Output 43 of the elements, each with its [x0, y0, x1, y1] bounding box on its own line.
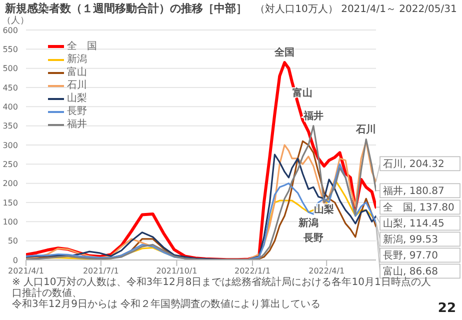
y-tick-label: 200 — [2, 179, 18, 188]
annotation: 長野 — [302, 232, 324, 244]
x-tick-label: 2021/7/1 — [82, 266, 119, 276]
annotation: 新潟, 99.53 — [383, 234, 438, 246]
text: 22 — [438, 301, 456, 316]
y-tick-label: 350 — [2, 122, 18, 131]
y-tick-label: 500 — [2, 64, 18, 74]
y-tick-label: 250 — [2, 160, 18, 170]
annotation: 全 国, 137.80 — [383, 202, 454, 214]
y-tick-label: 400 — [2, 102, 18, 112]
y-tick-label: 0 — [12, 256, 18, 265]
legend-label: 新潟 — [67, 53, 87, 66]
annotation: 石川, 204.32 — [383, 158, 444, 170]
x-tick-label: 2021/4/1 — [8, 266, 44, 276]
x-tick-label: 2021/10/1 — [156, 266, 198, 276]
y-axis-title: （人） — [2, 14, 29, 27]
legend-label: 山梨 — [67, 92, 87, 105]
annotation: 石川 — [355, 123, 376, 136]
annotation: 富山, 86.68 — [383, 266, 438, 278]
legend-label: 福井 — [67, 118, 87, 131]
legend-label: 石川 — [67, 79, 87, 92]
chart-title: 新規感染者数（１週間移動合計）の推移［中部］ — [5, 1, 248, 16]
annotation: 福井, 180.87 — [383, 185, 444, 198]
y-tick-label: 100 — [2, 218, 18, 227]
y-tick-label: 550 — [2, 45, 18, 54]
legend-label: 長野 — [67, 105, 87, 118]
x-tick-label: 2022/4/1 — [308, 266, 345, 276]
x-tick-label: 2022/1/1 — [234, 266, 270, 276]
y-tick-label: 300 — [2, 140, 18, 150]
text: ※ 人口10万対の人数は、令和3年12月8日までは総務省統計局における各年10月1日時点の人口推計の数値、 — [12, 277, 432, 299]
y-tick-label: 50 — [8, 236, 18, 246]
annotation: 山梨, 114.45 — [383, 218, 444, 230]
chart-subtitle: （対人口10万人） 2021/4/1～ 2022/05/31 — [255, 2, 457, 16]
legend-label: 富山 — [67, 66, 87, 79]
legend-label: 全 国 — [67, 40, 97, 53]
annotation: 全国 — [274, 46, 295, 59]
y-tick-label: 450 — [2, 83, 18, 92]
text: 令和3年12月9日からは 令和２年国勢調査の数値により算出している — [12, 299, 322, 310]
annotation: 新潟 — [297, 217, 318, 230]
annotation: 長野, 97.70 — [383, 250, 438, 262]
y-tick-label: 150 — [2, 198, 18, 208]
annotation: 福井 — [302, 110, 324, 122]
y-tick-label: 600 — [2, 26, 18, 35]
